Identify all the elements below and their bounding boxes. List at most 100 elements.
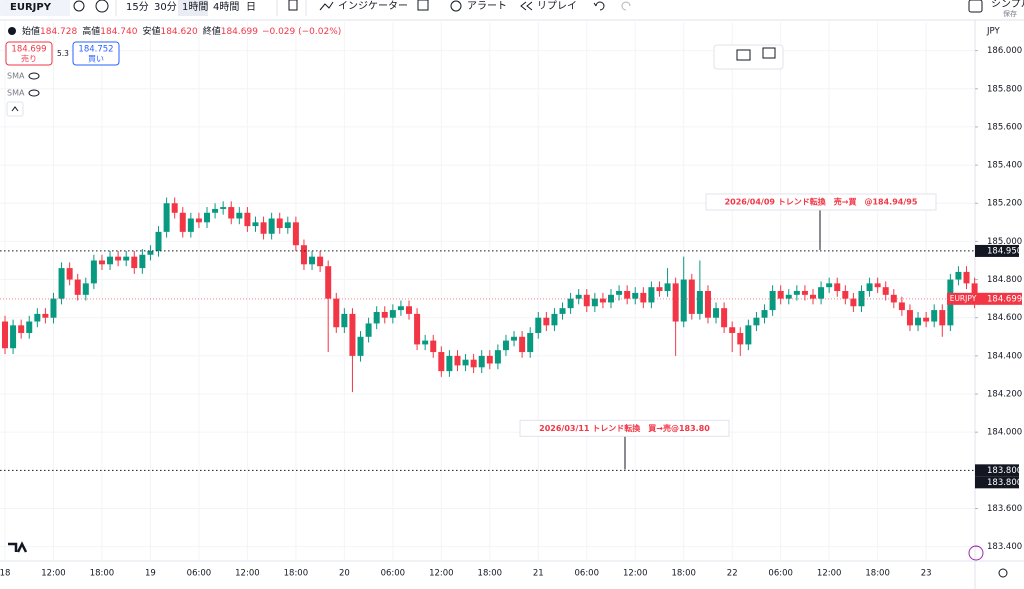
redo[interactable] <box>621 1 631 11</box>
candle-body <box>66 268 73 280</box>
candle-body <box>478 355 485 368</box>
note: 2026/04/09 トレンド転換 売→買 @184.94/95 <box>725 196 918 206</box>
add-icon[interactable] <box>95 0 109 13</box>
x-tick-label: 06:00 <box>575 569 600 579</box>
candle-body <box>785 294 792 299</box>
eye-icon[interactable] <box>28 72 40 80</box>
alert-icon[interactable] <box>450 0 462 12</box>
candle-body <box>535 317 542 333</box>
buy-button[interactable] <box>72 41 120 66</box>
candle-body <box>826 283 833 288</box>
candle-body <box>801 291 808 295</box>
candle-body <box>357 336 364 356</box>
y-tick-label: 184.800 <box>987 275 1022 285</box>
candle-body <box>381 311 388 318</box>
indicator[interactable]: SMA <box>7 89 25 98</box>
candle-body <box>147 250 154 255</box>
x-tick-label: 12:00 <box>235 569 260 579</box>
candle-body <box>50 298 57 318</box>
buy-price[interactable]: 184.752 <box>78 45 113 55</box>
legend-label: 高値 <box>82 25 100 37</box>
candle-body <box>898 302 905 311</box>
candle-body <box>890 294 897 303</box>
candle-body <box>608 294 614 303</box>
indicator[interactable]: SMA <box>7 72 25 81</box>
interval[interactable]: 4時間 <box>213 1 239 13</box>
sell-button[interactable] <box>5 41 53 66</box>
interval[interactable]: 30分 <box>154 1 177 13</box>
y-tick-label: 185.600 <box>987 122 1022 132</box>
collapse-button[interactable] <box>6 101 24 117</box>
candle-body <box>656 287 663 291</box>
chart-type-icon[interactable] <box>288 0 298 11</box>
comment-icon[interactable] <box>736 49 751 61</box>
candle-body <box>115 256 122 261</box>
text-icon[interactable] <box>762 47 776 59</box>
candle-body <box>74 279 81 295</box>
indicator-icon[interactable] <box>319 1 334 11</box>
candle-body <box>470 359 477 368</box>
price-tag-label: 183.800 <box>987 478 1022 488</box>
price-tag <box>975 476 1019 489</box>
candle-body <box>793 291 800 295</box>
candle-body <box>721 308 728 328</box>
price-tag-label: 184.950 <box>987 246 1022 256</box>
candle-body <box>414 313 421 345</box>
icon[interactable] <box>73 0 85 12</box>
candle-body <box>10 325 17 349</box>
x-tick-label: 18:00 <box>478 569 503 579</box>
y-tick-label: 184.000 <box>987 428 1022 438</box>
symbol-box[interactable] <box>0 0 70 16</box>
legend-change: −0.029 (−0.02%) <box>262 27 341 37</box>
candle-body <box>2 321 8 349</box>
layout-icon[interactable] <box>417 0 429 11</box>
candle-body <box>244 212 251 227</box>
candle-body <box>486 355 493 364</box>
candle-body <box>300 245 307 265</box>
save[interactable]: 保存 <box>1003 9 1017 18</box>
eye-icon[interactable] <box>28 89 40 97</box>
candle-body <box>915 317 922 326</box>
candle-body <box>430 340 437 353</box>
price-tag <box>978 292 1022 305</box>
x-tick-label: 12:00 <box>817 569 842 579</box>
x-tick-label: 23 <box>921 569 932 579</box>
replay-icon[interactable] <box>520 1 533 11</box>
legend-value: 184.699 <box>221 27 258 37</box>
candle-body <box>18 325 25 333</box>
candle-body <box>212 208 219 213</box>
x-tick-label: 18:00 <box>90 569 115 579</box>
legend: 始値184.728 高値184.740 安値184.620 終値184.699 −0.0… <box>22 25 341 37</box>
undo[interactable] <box>593 1 605 11</box>
settings-icon[interactable] <box>998 568 1008 578</box>
layout-checkbox[interactable] <box>968 0 983 13</box>
alert-button[interactable]: アラート <box>467 0 507 12</box>
price-tag <box>975 244 1019 257</box>
indicators-button[interactable]: インジケーター <box>338 0 408 12</box>
symbol-tag <box>947 292 979 305</box>
layout-name[interactable]: シンプル <box>991 0 1024 10</box>
interval[interactable]: 15分 <box>126 1 149 13</box>
legend-label: 始値 <box>22 25 40 37</box>
candle-body <box>971 283 978 299</box>
candle-body <box>252 222 259 227</box>
candle-body <box>551 313 558 326</box>
symbol[interactable]: EURJPY <box>10 2 52 13</box>
candle-body <box>341 313 348 328</box>
interval[interactable]: 日 <box>246 2 256 13</box>
candle-body <box>502 340 509 351</box>
price-tag-label: 184.699 <box>987 294 1022 304</box>
sell-label[interactable]: 売り <box>21 54 37 64</box>
sell-price[interactable]: 184.699 <box>11 45 46 55</box>
candle-body <box>672 283 679 322</box>
replay-button[interactable]: リプレイ <box>537 0 577 12</box>
candle-body <box>729 327 736 333</box>
y-tick-label: 185.000 <box>987 237 1022 247</box>
candle-body <box>810 294 816 299</box>
y-tick-label: 185.800 <box>987 84 1022 94</box>
candle-body <box>842 291 849 299</box>
buy-label[interactable]: 買い <box>88 55 104 64</box>
lightning-icon[interactable] <box>968 545 984 561</box>
interval[interactable]: 1時間 <box>182 1 208 13</box>
price-tag <box>975 464 1019 477</box>
